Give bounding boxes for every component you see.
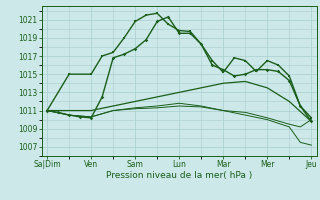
X-axis label: Pression niveau de la mer( hPa ): Pression niveau de la mer( hPa ) (106, 171, 252, 180)
